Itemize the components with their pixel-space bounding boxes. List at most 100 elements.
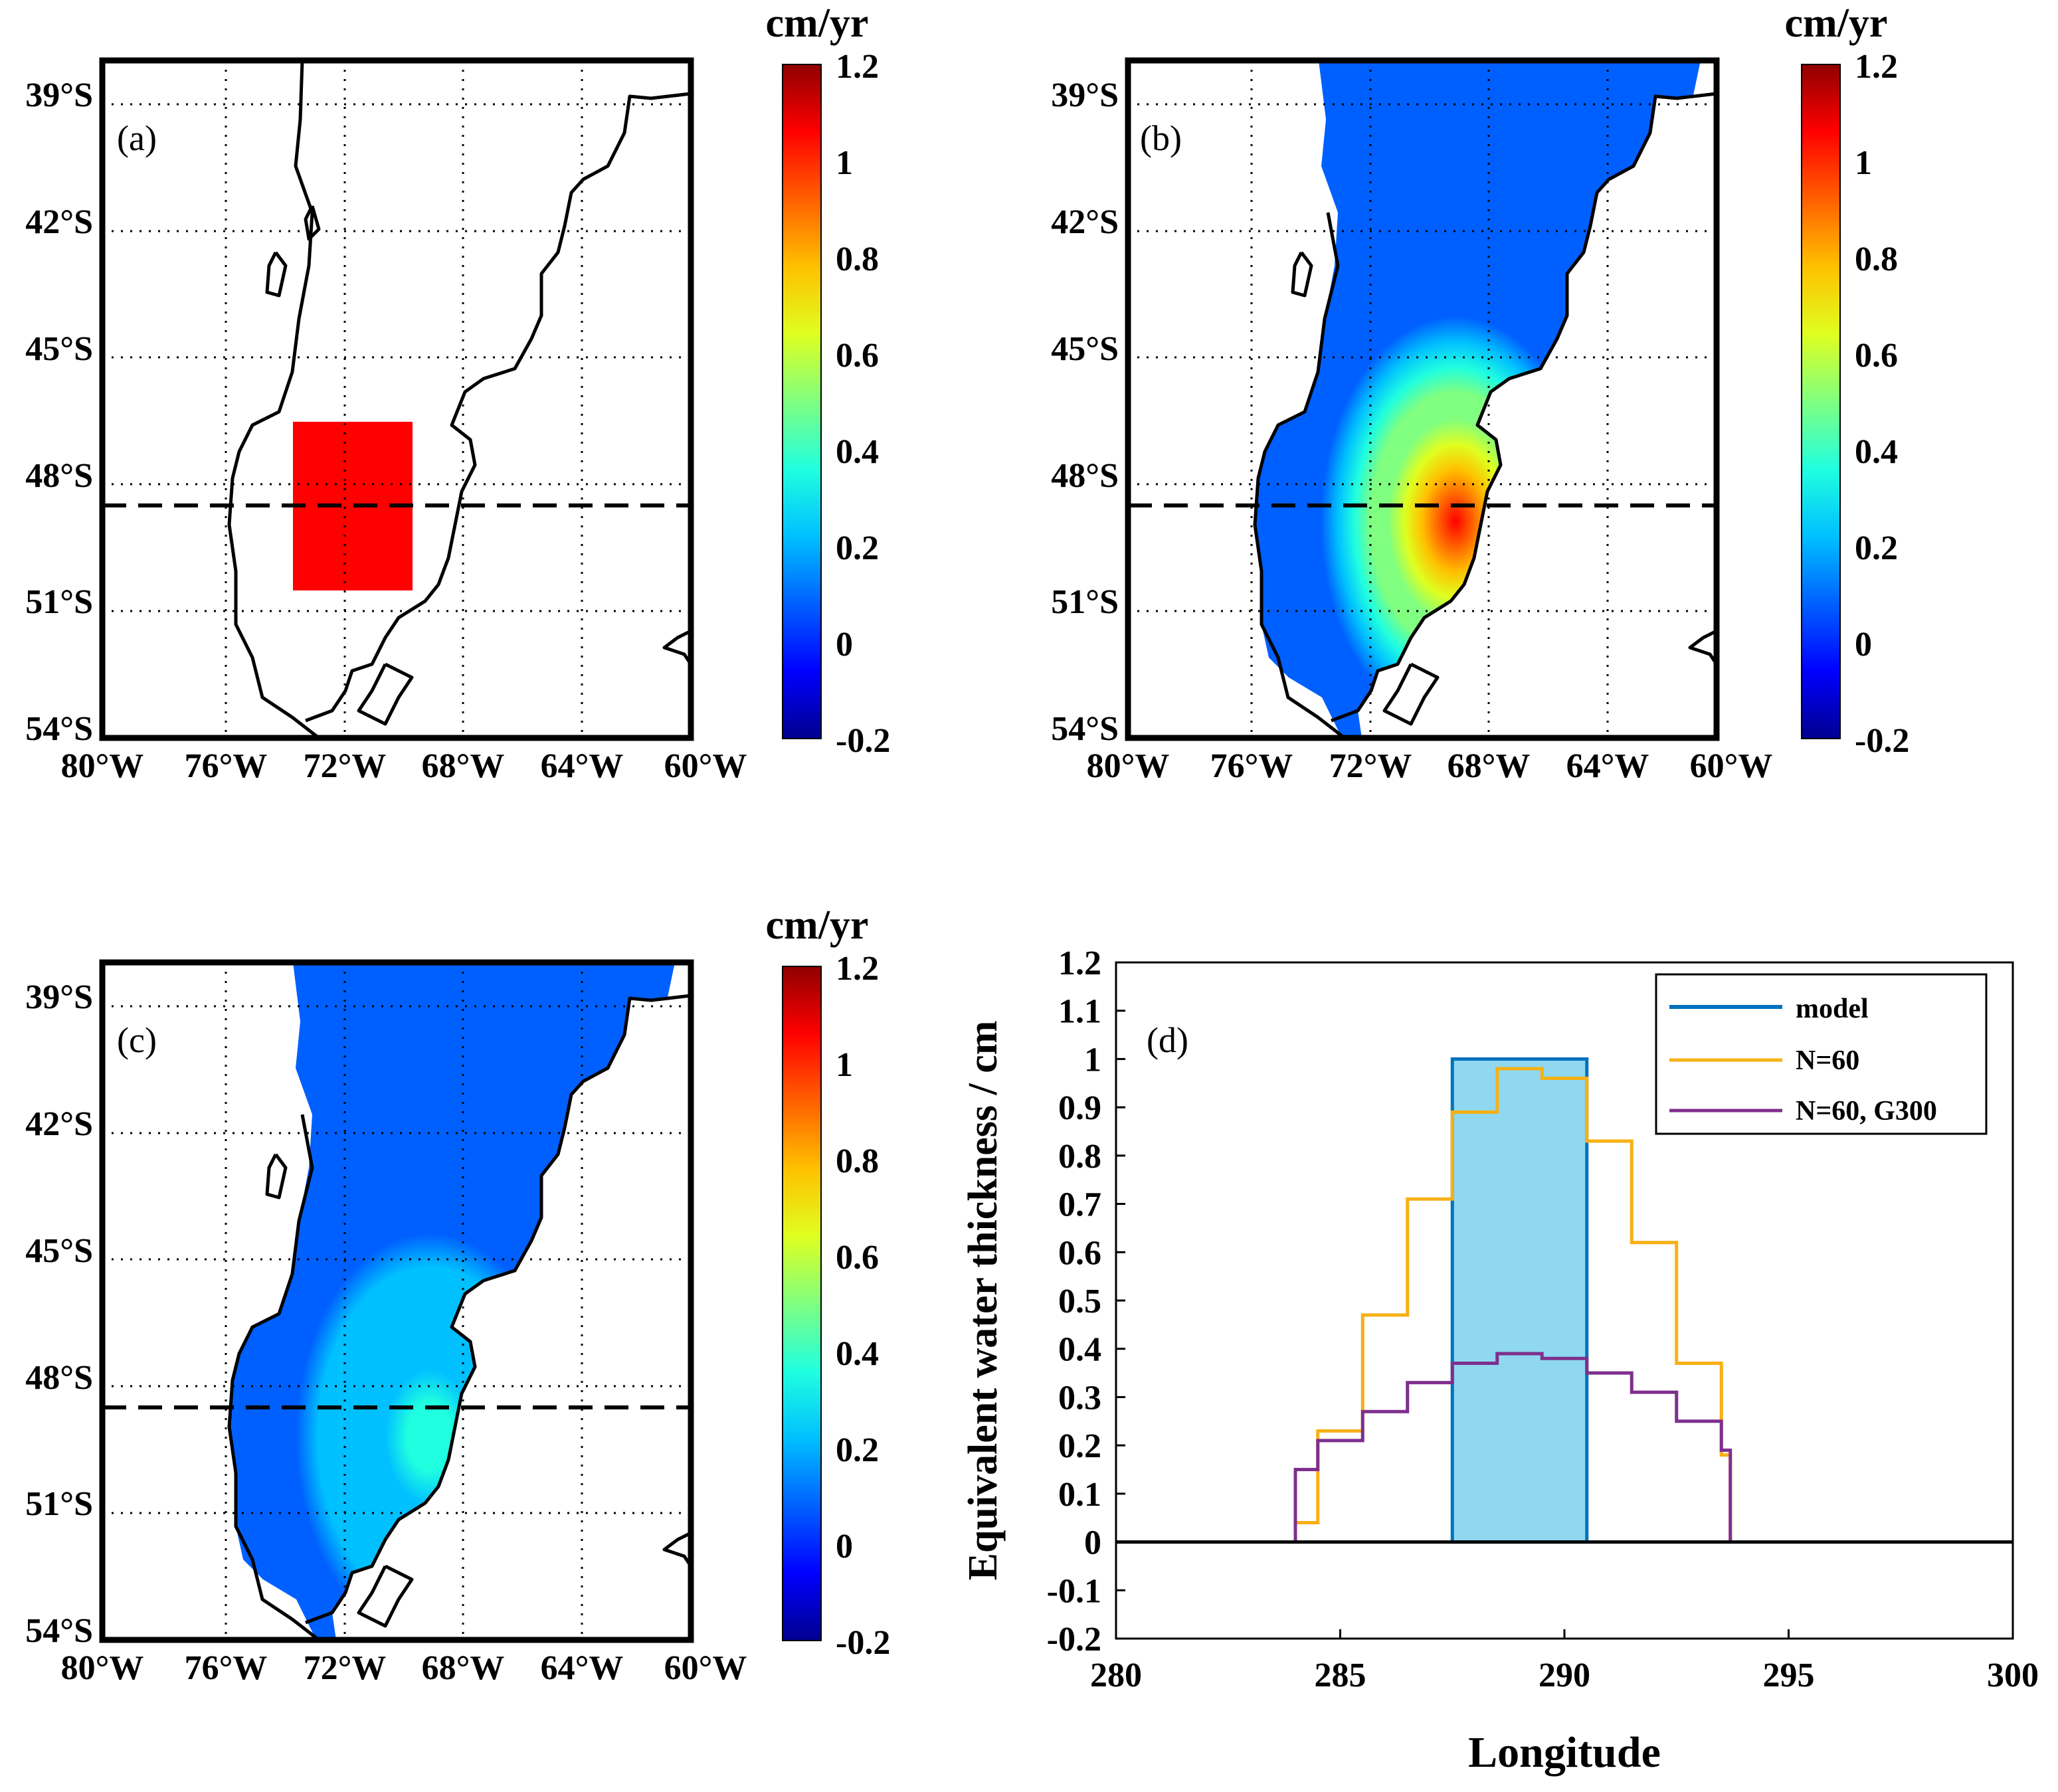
y-axis-ticks: 1.2 1.1 1 0.9 0.8 0.7 0.6 0.5 0.4 0.3 0.2 0.1 0 -0.1 -… xyxy=(1047,944,1125,1658)
y-tick-label: 0.7 xyxy=(1058,1186,1101,1224)
colorbar-tick: 0.4 xyxy=(836,1335,879,1373)
y-axis-label: Equivalent water thickness / cm xyxy=(961,1021,1006,1581)
colorbar-tick: -0.2 xyxy=(836,1624,890,1662)
x-tick-label: 300 xyxy=(1987,1657,2039,1694)
map-panel-b: (b) 39°S 42°S 45°S 48°S 51°S 54°S 80°W 7… xyxy=(1051,1,1909,785)
map-frame xyxy=(99,57,694,741)
y-tick-label: 0 xyxy=(1084,1524,1101,1562)
y-tick-label: 0.5 xyxy=(1058,1283,1101,1320)
legend-label-model: model xyxy=(1796,994,1869,1024)
colorbar-tick: -0.2 xyxy=(1855,722,1909,760)
lat-tick-label: 39°S xyxy=(25,76,93,114)
lon-tick-label: 76°W xyxy=(185,1649,268,1687)
panel-label: (b) xyxy=(1140,118,1182,158)
colorbar-tick: 0 xyxy=(836,626,853,664)
lon-tick-label: 68°W xyxy=(422,1649,505,1687)
colorbar-tick: 1.2 xyxy=(836,950,879,988)
colorbar-tick: 0.4 xyxy=(1855,433,1898,471)
lat-tick-label: 45°S xyxy=(25,1232,93,1270)
colorbar-tick: 1.2 xyxy=(836,48,879,86)
x-axis-ticks: 280 285 290 295 300 xyxy=(1090,1629,2039,1694)
lat-tick-label: 51°S xyxy=(1051,583,1119,621)
colorbar-unit: cm/yr xyxy=(766,1,869,46)
colorbar-bar xyxy=(1801,64,1841,739)
colorbar-tick: 1 xyxy=(836,144,853,182)
y-tick-label: 0.8 xyxy=(1058,1138,1101,1176)
lat-tick-label: 48°S xyxy=(25,457,93,495)
lat-tick-label: 54°S xyxy=(1051,710,1119,748)
y-tick-label: 1.1 xyxy=(1058,993,1101,1031)
panel-label: (a) xyxy=(117,118,157,158)
colorbar: cm/yr 1.2 1 0.8 0.6 0.4 0.2 0 -0.2 xyxy=(766,903,891,1662)
y-tick-label: 1.2 xyxy=(1058,944,1101,982)
map-frame xyxy=(1125,57,1720,741)
colorbar-tick: 0 xyxy=(1855,626,1872,664)
lon-tick-label: 80°W xyxy=(1087,747,1170,785)
y-tick-label: 0.3 xyxy=(1058,1379,1101,1417)
lon-tick-label: 60°W xyxy=(664,1649,747,1687)
lat-tick-label: 48°S xyxy=(1051,457,1119,495)
y-tick-label: 0.4 xyxy=(1058,1331,1101,1369)
colorbar-tick: 0.4 xyxy=(836,433,879,471)
profile-chart: 1.2 1.1 1 0.9 0.8 0.7 0.6 0.5 0.4 0.3 0.2 0.1 0 -0.1 -… xyxy=(961,944,2039,1777)
colorbar-tick: 0.8 xyxy=(1855,240,1898,278)
x-tick-label: 290 xyxy=(1539,1657,1590,1694)
grid-lines xyxy=(1128,60,1717,738)
x-tick-label: 285 xyxy=(1315,1657,1366,1694)
lat-tick-label: 51°S xyxy=(25,1485,93,1523)
legend: model N=60 N=60, G300 xyxy=(1655,973,1988,1135)
lon-tick-label: 80°W xyxy=(61,1649,144,1687)
colorbar-tick: 1 xyxy=(836,1046,853,1084)
map-background xyxy=(102,60,691,738)
lon-tick-label: 72°W xyxy=(304,747,387,785)
lon-tick-label: 64°W xyxy=(1566,747,1649,785)
colorbar-tick: 0.2 xyxy=(836,1431,879,1469)
colorbar-tick: 1 xyxy=(1855,144,1872,182)
colorbar-tick: 0.2 xyxy=(836,529,879,567)
lon-tick-label: 76°W xyxy=(1210,747,1293,785)
legend-box xyxy=(1655,973,1988,1135)
colorbar-tick: 0 xyxy=(836,1528,853,1566)
lat-tick-label: 42°S xyxy=(25,203,93,241)
map-frame xyxy=(99,959,694,1643)
lon-tick-label: 72°W xyxy=(304,1649,387,1687)
colorbar-tick: -0.2 xyxy=(836,722,890,760)
legend-label-g300: N=60, G300 xyxy=(1796,1096,1937,1126)
lon-tick-label: 76°W xyxy=(185,747,268,785)
y-tick-label: 0.2 xyxy=(1058,1427,1101,1465)
y-tick-label: 0.1 xyxy=(1058,1476,1101,1514)
colorbar-tick: 0.8 xyxy=(836,240,879,278)
lat-tick-label: 45°S xyxy=(25,330,93,368)
lat-tick-label: 42°S xyxy=(1051,203,1119,241)
panel-label: (c) xyxy=(117,1020,157,1060)
colorbar-tick: 0.8 xyxy=(836,1142,879,1180)
y-tick-label: -0.2 xyxy=(1047,1621,1101,1658)
lat-tick-label: 48°S xyxy=(25,1359,93,1397)
colorbar-bar xyxy=(782,64,822,739)
lat-tick-label: 42°S xyxy=(25,1105,93,1143)
lat-tick-label: 39°S xyxy=(1051,76,1119,114)
map-panel-a: (a) 39°S 42°S 45°S 48°S 51°S 54°S 80°W 7… xyxy=(25,1,890,785)
colorbar-tick: 0.2 xyxy=(1855,529,1898,567)
lat-tick-label: 54°S xyxy=(25,1612,93,1650)
y-tick-label: 1 xyxy=(1084,1041,1101,1079)
lon-tick-label: 72°W xyxy=(1329,747,1412,785)
x-tick-label: 280 xyxy=(1090,1657,1142,1694)
y-tick-label: -0.1 xyxy=(1047,1572,1101,1610)
x-tick-label: 295 xyxy=(1763,1657,1815,1694)
colorbar-tick: 0.6 xyxy=(836,337,879,375)
lon-tick-label: 64°W xyxy=(541,1649,624,1687)
y-tick-label: 0.9 xyxy=(1058,1089,1101,1127)
map-panel-c: (c) 39°S 42°S 45°S 48°S 51°S 54°S 80°W 7… xyxy=(25,903,890,1687)
panel-label: (d) xyxy=(1147,1020,1188,1060)
land-outline xyxy=(227,60,693,739)
model-series-box xyxy=(1450,1057,1589,1544)
colorbar-tick: 1.2 xyxy=(1855,48,1898,86)
lat-tick-label: 54°S xyxy=(25,710,93,748)
g300-series-line xyxy=(1293,1352,1732,1542)
lon-tick-label: 80°W xyxy=(61,747,144,785)
colorbar-tick: 0.6 xyxy=(836,1239,879,1277)
legend-label-n60: N=60 xyxy=(1796,1045,1859,1076)
lat-tick-label: 39°S xyxy=(25,978,93,1016)
